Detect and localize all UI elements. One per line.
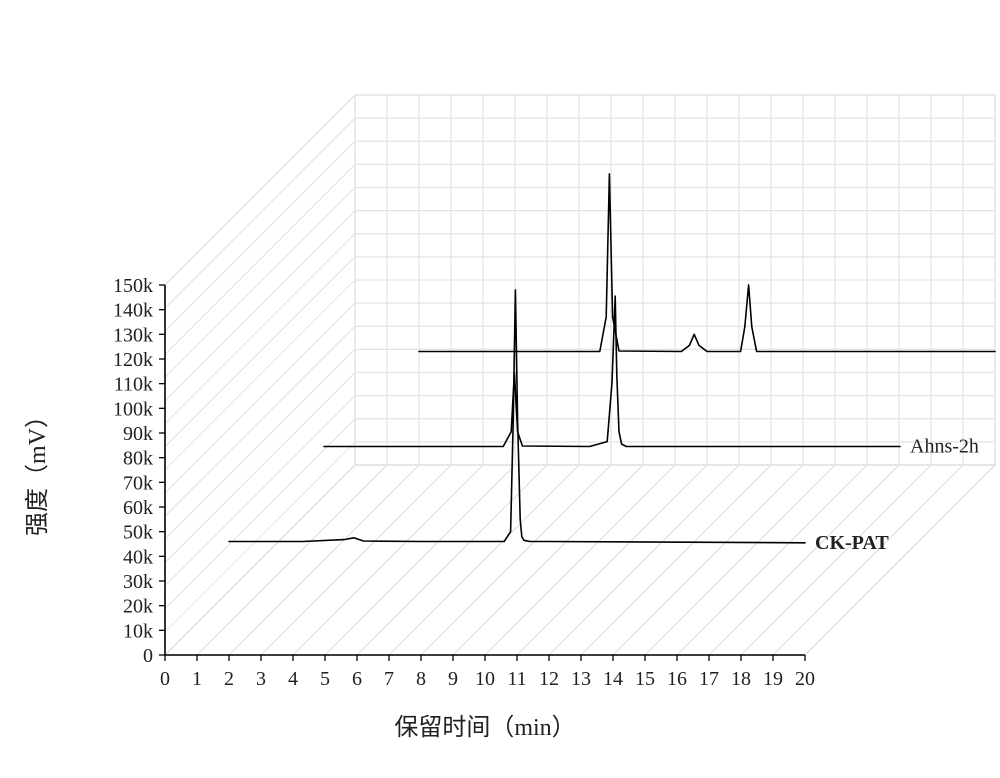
y-tick-label: 20k xyxy=(123,596,153,618)
x-tick-label: 7 xyxy=(384,668,394,690)
x-tick-label: 8 xyxy=(416,668,426,690)
x-tick-label: 13 xyxy=(571,668,591,690)
y-tick-label: 110k xyxy=(114,374,153,396)
x-tick-label: 2 xyxy=(224,668,234,690)
x-tick-label: 19 xyxy=(763,668,783,690)
x-tick-label: 14 xyxy=(603,668,623,690)
x-tick-label: 5 xyxy=(320,668,330,690)
x-tick-label: 20 xyxy=(795,668,815,690)
x-axis-label: 保留时间（min） xyxy=(394,714,575,741)
x-tick-label: 11 xyxy=(507,668,526,690)
y-tick-label: 60k xyxy=(123,497,153,519)
y-tick-label: 90k xyxy=(123,423,153,445)
x-tick-label: 3 xyxy=(256,668,266,690)
x-tick-label: 9 xyxy=(448,668,458,690)
y-tick-label: 50k xyxy=(123,522,153,544)
back-wall-grid xyxy=(165,95,995,465)
series-label-ck-pat: CK-PAT xyxy=(815,532,889,554)
y-tick-label: 150k xyxy=(113,275,153,297)
x-tick-label: 0 xyxy=(160,668,170,690)
x-tick-label: 12 xyxy=(539,668,559,690)
x-tick-label: 18 xyxy=(731,668,751,690)
y-tick-label: 130k xyxy=(113,324,153,346)
floor-hatch xyxy=(165,95,995,655)
x-tick-label: 15 xyxy=(635,668,655,690)
y-tick-label: 0 xyxy=(143,645,153,667)
chromatogram-3d-chart: 0 10k20k 30k 40k50k 60k 70k80k 90k 100k110k 120k… xyxy=(0,0,1000,778)
trace-ahns-2h xyxy=(324,296,900,446)
y-tick-label: 80k xyxy=(123,448,153,470)
x-tick-label: 1 xyxy=(192,668,202,690)
y-tick-label: 40k xyxy=(123,546,153,568)
y-tick-label: 120k xyxy=(113,349,153,371)
y-tick-label: 100k xyxy=(113,398,153,420)
x-tick-label: 17 xyxy=(699,668,719,690)
x-tick-label: 10 xyxy=(475,668,495,690)
series-label-ahns-2h: Ahns-2h xyxy=(910,436,979,458)
x-tick-label: 4 xyxy=(288,668,298,690)
y-tick-label: 140k xyxy=(113,300,153,322)
y-tick-label: 30k xyxy=(123,571,153,593)
y-tick-label: 70k xyxy=(123,472,153,494)
x-tick-label: 6 xyxy=(352,668,362,690)
chromatogram-traces xyxy=(229,174,995,543)
y-tick-label: 10k xyxy=(123,620,153,642)
x-tick-label: 16 xyxy=(667,668,687,690)
y-axis-label: 强度（mV） xyxy=(24,404,51,536)
